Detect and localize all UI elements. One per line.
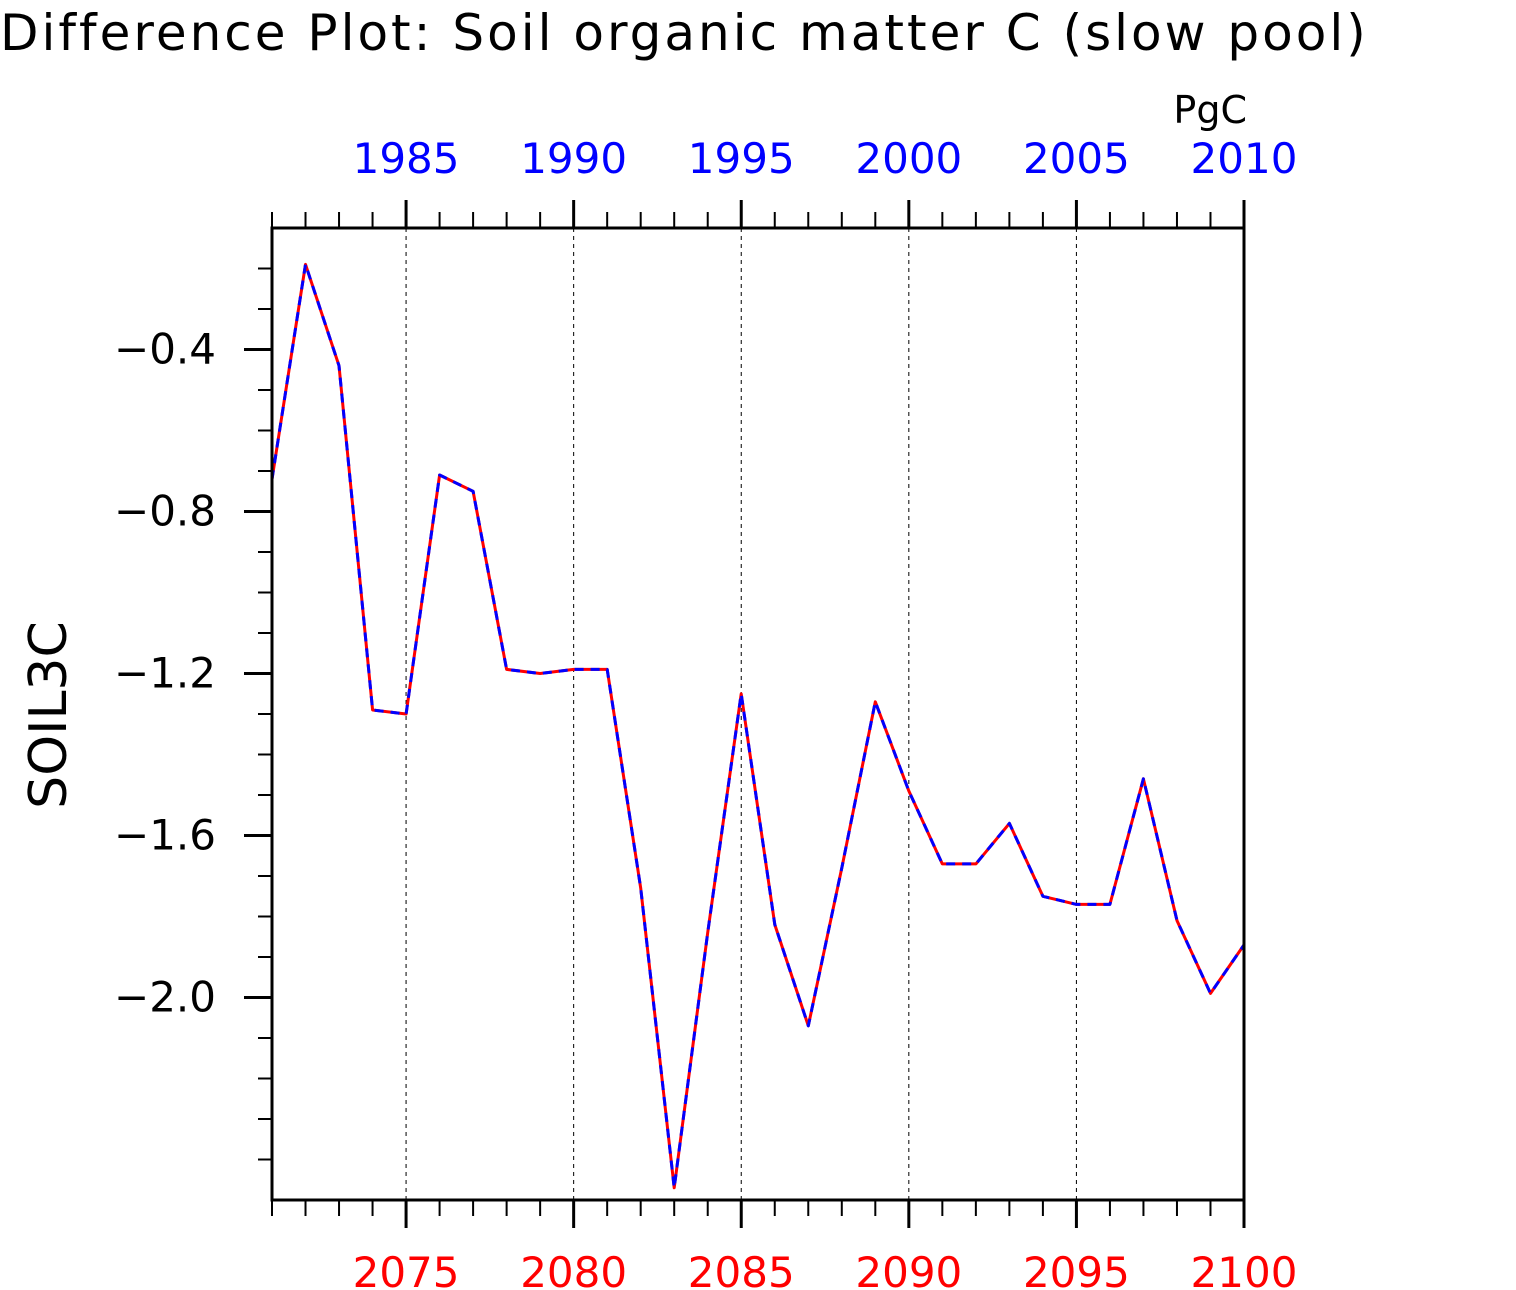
y-axis-title: SOIL3C: [19, 621, 79, 809]
x-top-tick-label: 1985: [353, 134, 460, 183]
x-bottom-tick-label: 2085: [688, 1248, 795, 1290]
chart-title: Difference Plot: Soil organic matter C (…: [0, 4, 1369, 62]
x-top-tick-label: 2005: [1023, 134, 1130, 183]
x-top-tick-label: 2000: [855, 134, 962, 183]
x-top-tick-label: 2010: [1191, 134, 1298, 183]
x-top-tick-label: 1990: [520, 134, 627, 183]
x-bottom-tick-label: 2090: [855, 1248, 962, 1290]
plot-frame: [270, 226, 1246, 1202]
x-bottom-tick-label: 2095: [1023, 1248, 1130, 1290]
series-layer: [270, 262, 1246, 1190]
x-bottom-tick-label: 2075: [353, 1248, 460, 1290]
y-tick-label: −0.4: [114, 325, 216, 374]
series-line-red: [270, 262, 1246, 1190]
x-top-tick-label: 1995: [688, 134, 795, 183]
major-ticks: [244, 200, 1246, 1228]
y-tick-label: −1.2: [114, 649, 216, 698]
grid-lines: [405, 228, 1077, 1200]
x-bottom-tick-label: 2100: [1191, 1248, 1298, 1290]
y-tick-label: −0.8: [114, 487, 216, 536]
tick-labels: 2075 2080 2085 2090 2095 2100 1985 1990 1995 2000…: [114, 134, 1297, 1290]
units-label: PgC: [1173, 88, 1247, 132]
x-bottom-tick-label: 2080: [520, 1248, 627, 1290]
y-tick-label: −1.6: [114, 811, 216, 860]
y-tick-label: −2.0: [114, 973, 216, 1022]
minor-ticks: [258, 212, 1212, 1216]
series-line-blue-dashed: [270, 262, 1246, 1190]
